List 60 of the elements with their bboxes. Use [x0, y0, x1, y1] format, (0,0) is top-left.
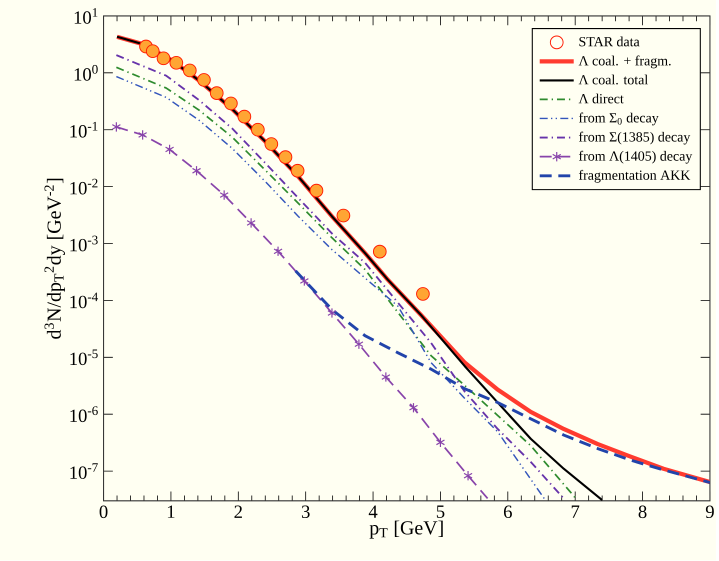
point: [210, 86, 224, 100]
y-axis-title: d$^{3}$N/dp$_{T}$$^{2}$dy [GeV$^{-2}$]: [44, 178, 65, 339]
point: [436, 437, 446, 448]
x-tick-label: 8: [638, 506, 646, 518]
legend-label: Λ coal. total: [578, 74, 648, 85]
point: [146, 44, 160, 58]
legend-label: STAR data: [579, 36, 640, 47]
x-tick-label: 4: [368, 506, 378, 518]
x-tick-label: 1: [168, 506, 174, 518]
point: [246, 218, 256, 228]
y-tick-label: 10$^{-7}$: [70, 463, 98, 480]
point: [251, 123, 265, 137]
legend-label: from Σ(1385) decay: [578, 132, 690, 145]
y-tick-label: 10$^{-1}$: [70, 122, 98, 138]
point: [290, 164, 304, 178]
y-tick-label: 10$^{-4}$: [70, 292, 98, 308]
point: [238, 110, 252, 124]
y-tick-label: 10$^{0}$: [74, 65, 98, 81]
x-axis-title: p$_{T}$ [GeV]: [370, 520, 443, 539]
point: [310, 184, 324, 198]
x-tick-label: 3: [302, 506, 310, 518]
point: [169, 56, 184, 70]
point: [273, 246, 283, 257]
x-tick-label: 6: [504, 506, 512, 518]
point: [300, 276, 309, 286]
x-tick-label: 5: [436, 506, 444, 518]
point: [264, 137, 278, 152]
x-tick-label: 2: [234, 506, 242, 518]
y-tick-label: 10$^{-5}$: [70, 350, 98, 366]
x-tick-label: 7: [572, 506, 580, 518]
point: [220, 190, 229, 201]
point: [192, 166, 202, 176]
point: [164, 144, 174, 155]
y-tick-label: 10$^{-2}$: [70, 178, 98, 195]
point: [336, 208, 350, 223]
point: [463, 470, 473, 482]
point: [224, 96, 238, 110]
legend-label: from Λ(1405) decay: [578, 150, 692, 164]
point: [278, 150, 292, 164]
x-tick-label: 9: [706, 506, 714, 518]
point: [112, 122, 121, 132]
point: [156, 52, 170, 66]
x-tick-label: 0: [100, 506, 108, 518]
point: [182, 64, 197, 78]
point: [408, 402, 418, 414]
point: [416, 287, 430, 301]
point: [197, 73, 211, 87]
point: [327, 308, 337, 318]
line-series: [294, 270, 710, 484]
legend-label: from Σ$_{0}$ decay: [578, 112, 659, 126]
y-tick-label: 10$^{-6}$: [70, 406, 98, 422]
y-tick-label: 10$^{1}$: [74, 8, 98, 24]
legend-label: Λ direct: [578, 94, 624, 104]
point: [381, 372, 390, 382]
legend-label: Λ coal. + fragm.: [578, 56, 671, 69]
point: [354, 339, 364, 350]
legend-label: fragmentation AKK: [578, 170, 690, 183]
y-tick-label: 10$^{-3}$: [70, 236, 98, 252]
point: [138, 130, 148, 140]
point: [372, 244, 387, 259]
